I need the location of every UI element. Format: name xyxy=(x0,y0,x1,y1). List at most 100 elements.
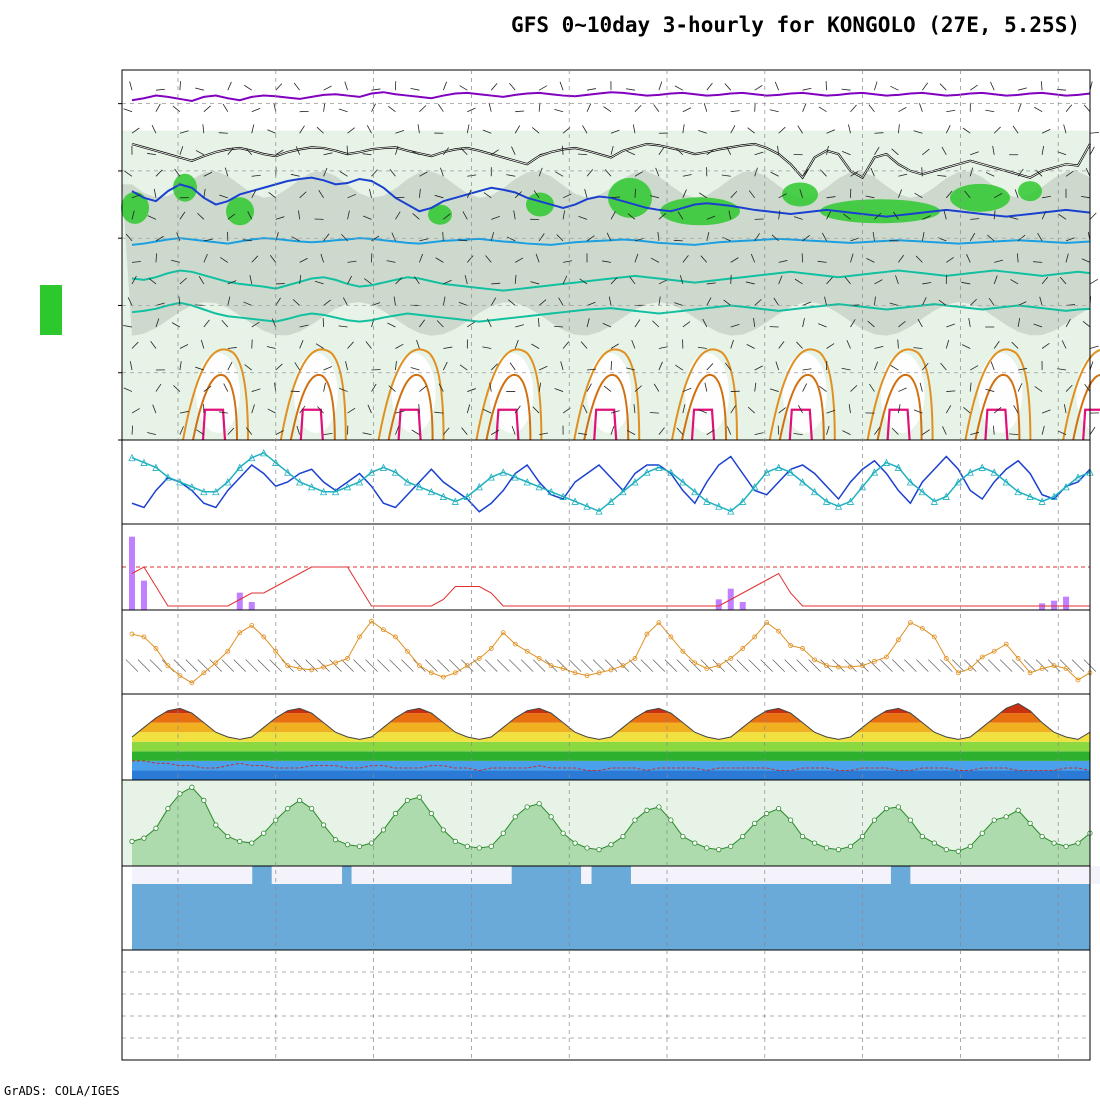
cloud-high-clear xyxy=(362,866,372,884)
rh2m-marker xyxy=(226,834,230,838)
cloud-high-clear xyxy=(1010,866,1020,884)
rh2m-marker xyxy=(166,806,170,810)
rh2m-marker xyxy=(1064,844,1068,848)
wind-barb xyxy=(1090,346,1099,348)
cloud-high-clear xyxy=(162,866,172,884)
rh2m-marker xyxy=(836,847,840,851)
cloud-high-clear xyxy=(1020,866,1030,884)
footer-credit: GrADS: COLA/IGES xyxy=(4,1084,120,1098)
rh2m-marker xyxy=(345,842,349,846)
rh2m-marker xyxy=(944,847,948,851)
cloud-high-clear xyxy=(132,866,142,884)
cloud-high-clear xyxy=(391,866,401,884)
wind-barb xyxy=(874,133,883,134)
wind-barb xyxy=(372,369,381,370)
cape-bar xyxy=(249,602,255,610)
rh2m-marker xyxy=(250,841,254,845)
wind10-barb xyxy=(880,660,892,672)
rh2m-marker xyxy=(178,792,182,796)
rh2m-marker xyxy=(824,846,828,850)
wind10-barb xyxy=(294,660,306,672)
cloud-high-clear xyxy=(172,866,182,884)
temp-bands xyxy=(122,694,1090,780)
cloud-high-clear xyxy=(761,866,771,884)
wind10-barb xyxy=(761,660,773,672)
cape-bar xyxy=(1051,601,1057,610)
wind10-barb xyxy=(737,660,749,672)
wind10-barb xyxy=(593,660,605,672)
cloud-high-clear xyxy=(411,866,421,884)
wind10-barb xyxy=(1012,660,1024,672)
rh2m-marker xyxy=(788,818,792,822)
wind-barb xyxy=(1090,147,1094,155)
wind10-barb xyxy=(389,660,401,672)
cloud-high-clear xyxy=(401,866,411,884)
cloud-high-clear xyxy=(1080,866,1090,884)
rh2m-marker xyxy=(274,818,278,822)
cloud-high-clear xyxy=(1030,866,1040,884)
rh2m-marker xyxy=(681,834,685,838)
wind10-barb xyxy=(1000,660,1012,672)
rh2m-marker xyxy=(1040,834,1044,838)
temp-band xyxy=(122,751,1090,761)
rh2m-marker xyxy=(465,844,469,848)
cloud-high-clear xyxy=(242,866,252,884)
cloud-high-clear xyxy=(142,866,152,884)
wind10-barb xyxy=(785,660,797,672)
wind10-barb xyxy=(952,660,964,672)
cloud-high-clear xyxy=(671,866,681,884)
rh2m-marker xyxy=(621,834,625,838)
temp-band xyxy=(122,732,1090,742)
cloud-high-clear xyxy=(1040,866,1050,884)
panel-frame xyxy=(122,610,1090,694)
wind10-barb xyxy=(689,660,701,672)
wind10-barb xyxy=(186,660,198,672)
cloud-high-clear xyxy=(461,866,471,884)
wind-barb xyxy=(1090,213,1096,219)
rh2m-marker xyxy=(884,806,888,810)
cloud-high-clear xyxy=(302,866,312,884)
rh2m-marker xyxy=(609,842,613,846)
panel-frame xyxy=(122,950,1090,1060)
rh2m-marker xyxy=(154,826,158,830)
rh2m-marker xyxy=(537,801,541,805)
rh2m-marker xyxy=(753,821,757,825)
cloud-high-clear xyxy=(1070,866,1080,884)
rh2m-marker xyxy=(285,806,289,810)
wind-barb xyxy=(1090,279,1098,284)
cloud-high-clear xyxy=(980,866,990,884)
wind10-barb xyxy=(797,660,809,672)
rh2m-marker xyxy=(932,841,936,845)
wind10-barb xyxy=(366,660,378,672)
wind10-barb xyxy=(174,660,186,672)
wind10-barb xyxy=(1024,660,1036,672)
cloud-high-clear xyxy=(192,866,202,884)
cloud-high-clear xyxy=(821,866,831,884)
rh2m-marker xyxy=(489,844,493,848)
wind10-barb xyxy=(342,660,354,672)
cloud-high-clear xyxy=(272,866,282,884)
rh2m-marker xyxy=(693,841,697,845)
cloud-high-clear xyxy=(751,866,761,884)
chart-title: GFS 0~10day 3-hourly for KONGOLO (27E, 5… xyxy=(511,13,1080,37)
cloud-high-clear xyxy=(661,866,671,884)
cloud-high-clear xyxy=(441,866,451,884)
cloud-high-clear xyxy=(501,866,511,884)
wind10-barb xyxy=(749,660,761,672)
rh2m-marker xyxy=(956,849,960,853)
cloud-high-clear xyxy=(322,866,332,884)
cloud-high-clear xyxy=(1090,866,1100,884)
rh2m-marker xyxy=(872,818,876,822)
cloud-high-clear xyxy=(831,866,841,884)
cloud-high-clear xyxy=(721,866,731,884)
cloud-high-clear xyxy=(372,866,382,884)
rh2m-marker xyxy=(501,831,505,835)
rh2m-marker xyxy=(848,844,852,848)
wind-barb xyxy=(674,240,683,241)
rh2m-marker xyxy=(597,847,601,851)
wind10-barb xyxy=(904,660,916,672)
cloud-high-clear xyxy=(182,866,192,884)
rh2m-marker xyxy=(441,828,445,832)
wind10-barb xyxy=(138,660,150,672)
rh2m-marker xyxy=(393,811,397,815)
